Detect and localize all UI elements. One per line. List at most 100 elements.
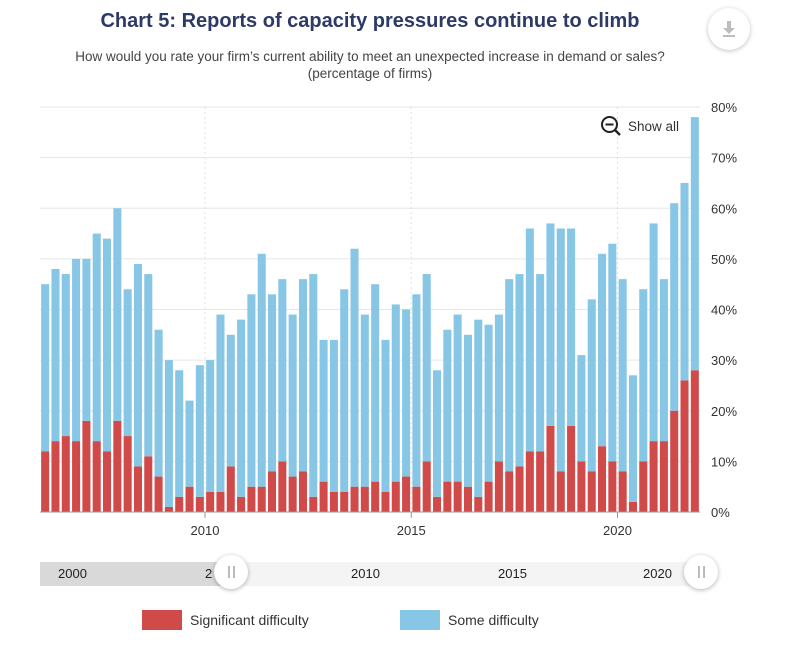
bar-some-difficulty <box>474 319 483 497</box>
bar-some-difficulty <box>505 279 514 472</box>
bar-significant-difficulty <box>319 481 328 512</box>
legend-label-significant: Significant difficulty <box>190 612 309 628</box>
y-tick-label: 30% <box>711 353 737 368</box>
bar-significant-difficulty <box>82 420 91 512</box>
chart-subtitle: How would you rate your firm’s current a… <box>75 49 665 81</box>
legend-item-some[interactable]: Some difficulty <box>400 610 539 630</box>
bar-some-difficulty <box>556 228 565 472</box>
bar-some-difficulty <box>319 339 328 482</box>
navigator-left-handle[interactable] <box>214 555 248 589</box>
bar-some-difficulty <box>422 274 431 462</box>
bar-some-difficulty <box>144 274 153 457</box>
bar-significant-difficulty <box>164 506 173 512</box>
download-button[interactable] <box>708 8 750 50</box>
bar-some-difficulty <box>659 279 668 442</box>
bar-significant-difficulty <box>237 496 246 512</box>
bar-some-difficulty <box>360 314 369 487</box>
bar-some-difficulty <box>309 274 318 497</box>
bar-some-difficulty <box>649 223 658 442</box>
bar-significant-difficulty <box>577 461 586 512</box>
bar-some-difficulty <box>628 375 637 502</box>
bar-significant-difficulty <box>412 486 421 512</box>
bar-significant-difficulty <box>391 481 400 512</box>
bar-significant-difficulty <box>546 425 555 512</box>
bar-significant-difficulty <box>51 441 60 512</box>
bar-significant-difficulty <box>329 491 338 512</box>
bar-some-difficulty <box>546 223 555 426</box>
bar-some-difficulty <box>433 370 442 497</box>
bar-significant-difficulty <box>556 471 565 512</box>
x-tick-label: 2020 <box>603 523 632 538</box>
bar-some-difficulty <box>216 314 225 492</box>
chart-plot: 0% 10% 20% 30% 40% 50% 60% 70% 80% 2010 2015 2020 <box>40 100 737 538</box>
bar-significant-difficulty <box>433 496 442 512</box>
bar-significant-difficulty <box>443 481 452 512</box>
bar-significant-difficulty <box>484 481 493 512</box>
zoom-out-icon <box>601 116 621 136</box>
bar-some-difficulty <box>463 334 472 487</box>
bar-significant-difficulty <box>175 496 184 512</box>
bar-some-difficulty <box>371 284 380 482</box>
bar-significant-difficulty <box>494 461 503 512</box>
range-navigator[interactable]: 2000 2 2010 2015 2020 <box>40 562 700 586</box>
bar-significant-difficulty <box>206 491 215 512</box>
navigator-label-2015: 2015 <box>498 566 527 581</box>
bar-some-difficulty <box>51 269 60 442</box>
bar-some-difficulty <box>608 243 617 462</box>
bar-significant-difficulty <box>670 410 679 512</box>
bar-significant-difficulty <box>298 471 307 512</box>
bar-some-difficulty <box>206 360 215 492</box>
navigator-selected-range[interactable] <box>231 562 700 586</box>
bar-some-difficulty <box>329 339 338 492</box>
bar-some-difficulty <box>587 299 596 472</box>
y-tick-label: 70% <box>711 151 737 166</box>
bar-significant-difficulty <box>536 451 545 512</box>
bar-significant-difficulty <box>268 471 277 512</box>
x-tick-label: 2015 <box>397 523 426 538</box>
navigator-right-handle[interactable] <box>684 555 718 589</box>
bar-significant-difficulty <box>598 446 607 512</box>
bar-some-difficulty <box>598 253 607 447</box>
bar-significant-difficulty <box>505 471 514 512</box>
bar-significant-difficulty <box>381 491 390 512</box>
bar-some-difficulty <box>41 284 50 452</box>
bar-some-difficulty <box>278 279 287 462</box>
bar-significant-difficulty <box>154 476 163 512</box>
bar-some-difficulty <box>103 238 112 452</box>
bar-significant-difficulty <box>608 461 617 512</box>
bar-some-difficulty <box>618 279 627 472</box>
bar-significant-difficulty <box>371 481 380 512</box>
bar-some-difficulty <box>340 289 349 492</box>
bar-significant-difficulty <box>92 441 101 512</box>
y-tick-label: 60% <box>711 201 737 216</box>
bar-significant-difficulty <box>628 501 637 512</box>
bar-significant-difficulty <box>659 441 668 512</box>
y-tick-label: 80% <box>711 100 737 115</box>
bar-some-difficulty <box>525 228 534 452</box>
navigator-unselected-range <box>40 562 231 586</box>
bar-some-difficulty <box>690 117 699 371</box>
navigator-label-2020: 2020 <box>643 566 672 581</box>
legend-item-significant[interactable]: Significant difficulty <box>142 610 309 630</box>
bar-some-difficulty <box>268 294 277 472</box>
bar-some-difficulty <box>82 258 91 421</box>
bar-significant-difficulty <box>474 496 483 512</box>
bar-some-difficulty <box>185 400 194 487</box>
bar-significant-difficulty <box>41 451 50 512</box>
download-icon <box>723 21 735 37</box>
bar-some-difficulty <box>670 203 679 411</box>
bar-significant-difficulty <box>350 486 359 512</box>
bar-some-difficulty <box>123 289 132 437</box>
bar-significant-difficulty <box>340 491 349 512</box>
bar-some-difficulty <box>680 182 689 381</box>
navigator-label-2010: 2010 <box>351 566 380 581</box>
chart-title: Chart 5: Reports of capacity pressures c… <box>100 10 640 32</box>
bar-some-difficulty <box>226 334 235 467</box>
show-all-button[interactable]: Show all <box>600 115 679 137</box>
bar-some-difficulty <box>402 309 411 477</box>
bar-significant-difficulty <box>567 425 576 512</box>
y-tick-label: 0% <box>711 505 730 520</box>
navigator-label-2000: 2000 <box>58 566 87 581</box>
bar-significant-difficulty <box>185 486 194 512</box>
bar-some-difficulty <box>494 314 503 462</box>
